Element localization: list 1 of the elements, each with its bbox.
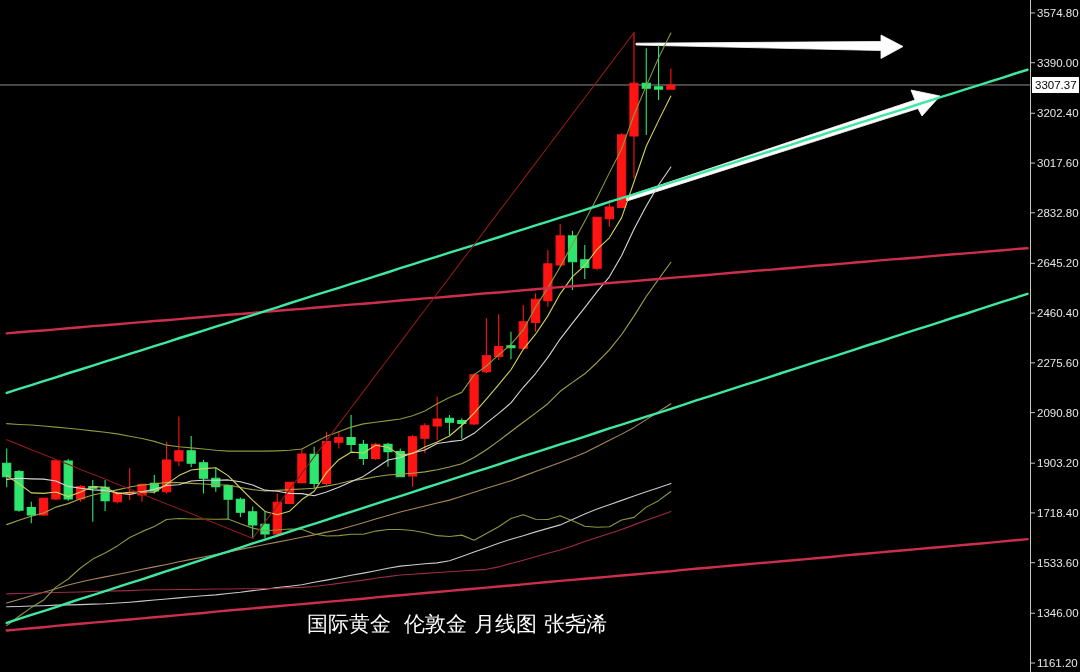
annotation: 国际黄金 伦敦金 月线图 张尧浠 xyxy=(307,612,607,636)
